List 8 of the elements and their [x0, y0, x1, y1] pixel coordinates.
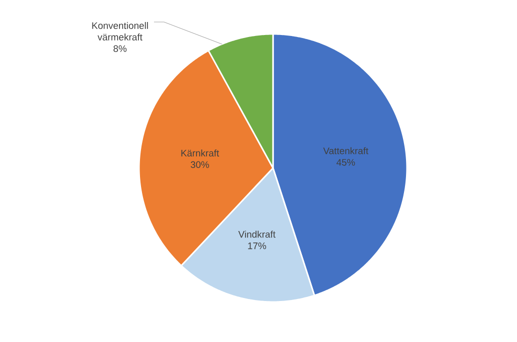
slice-label: Kärnkraft — [181, 150, 220, 156]
data-label: 30% — [190, 161, 210, 168]
slice-label: Vindkraft — [238, 230, 276, 238]
data-label: 45% — [336, 159, 355, 166]
data-label: 8% — [114, 45, 127, 52]
slice-label: Konventionell värmekraft — [92, 22, 148, 40]
slice-label: Vattenkraft — [323, 147, 368, 154]
data-label: 17% — [248, 242, 266, 250]
